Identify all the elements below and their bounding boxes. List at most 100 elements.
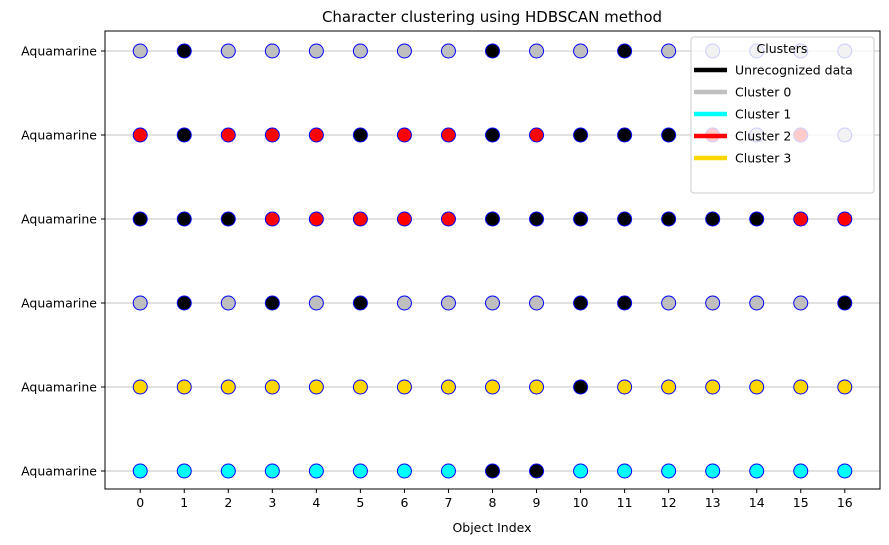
- legend-title: Clusters: [757, 41, 808, 56]
- legend-label: Cluster 3: [735, 151, 791, 166]
- data-point: [440, 211, 456, 227]
- x-tick-label: 1: [180, 495, 188, 510]
- data-point: [308, 43, 324, 59]
- data-point: [396, 295, 412, 311]
- y-tick-label: Aquamarine: [21, 128, 97, 143]
- x-tick-label: 14: [749, 495, 765, 510]
- data-point: [705, 211, 721, 227]
- data-point: [793, 379, 809, 395]
- x-tick-label: 4: [312, 495, 320, 510]
- data-point: [352, 295, 368, 311]
- data-point: [352, 379, 368, 395]
- data-point: [529, 463, 545, 479]
- data-point: [573, 211, 589, 227]
- data-point: [264, 43, 280, 59]
- y-tick-label: Aquamarine: [21, 464, 97, 479]
- data-point: [308, 211, 324, 227]
- data-point: [661, 379, 677, 395]
- data-point: [220, 379, 236, 395]
- x-tick-label: 2: [224, 495, 232, 510]
- data-point: [264, 211, 280, 227]
- x-tick-label: 3: [268, 495, 276, 510]
- data-point: [837, 211, 853, 227]
- legend-entries: Unrecognized data Cluster 0 Cluster 1 Clust…: [694, 63, 853, 166]
- legend: Clusters Unrecognized data Cluster 0 Clust…: [690, 36, 875, 194]
- data-point: [352, 43, 368, 59]
- data-point: [132, 463, 148, 479]
- data-point: [705, 463, 721, 479]
- data-point: [396, 379, 412, 395]
- data-point: [352, 463, 368, 479]
- data-point: [132, 43, 148, 59]
- data-point: [485, 127, 500, 143]
- data-point: [661, 295, 677, 311]
- y-tick-label: Aquamarine: [21, 296, 97, 311]
- data-point: [220, 295, 236, 311]
- legend-box: [690, 36, 875, 194]
- data-point: [132, 379, 148, 395]
- x-tick-label: 5: [356, 495, 364, 510]
- data-point: [485, 463, 500, 479]
- data-point: [220, 127, 236, 143]
- data-point: [440, 463, 456, 479]
- data-point: [264, 295, 280, 311]
- data-point: [264, 127, 280, 143]
- data-point: [793, 463, 809, 479]
- x-tick-label: 6: [400, 495, 408, 510]
- data-point: [661, 211, 677, 227]
- legend-label: Cluster 2: [735, 129, 791, 144]
- data-point: [661, 127, 677, 143]
- data-point: [749, 463, 765, 479]
- data-point: [440, 295, 456, 311]
- legend-label: Unrecognized data: [735, 63, 853, 78]
- data-point: [220, 211, 236, 227]
- data-point: [264, 379, 280, 395]
- data-point: [793, 211, 809, 227]
- x-tick-label: 13: [705, 495, 721, 510]
- data-point: [308, 127, 324, 143]
- y-tick-label: Aquamarine: [21, 44, 97, 59]
- data-point: [485, 43, 500, 59]
- data-points: [132, 43, 853, 479]
- x-tick-label: 12: [661, 495, 677, 510]
- data-point: [396, 127, 412, 143]
- data-point: [617, 379, 633, 395]
- data-point: [661, 463, 677, 479]
- data-point: [529, 211, 545, 227]
- data-point: [308, 379, 324, 395]
- x-tick-label: 11: [617, 495, 633, 510]
- data-point: [308, 295, 324, 311]
- data-point: [220, 43, 236, 59]
- x-tick-label: 10: [573, 495, 589, 510]
- data-point: [573, 463, 589, 479]
- x-tick-label: 15: [793, 495, 809, 510]
- x-tick-label: 8: [489, 495, 497, 510]
- data-point: [529, 127, 545, 143]
- data-point: [264, 463, 280, 479]
- data-point: [176, 295, 192, 311]
- y-axis-ticks: Aquamarine Aquamarine Aquamarine Aquamarine…: [21, 44, 105, 479]
- data-point: [308, 463, 324, 479]
- data-point: [573, 379, 589, 395]
- data-point: [573, 43, 589, 59]
- data-point: [529, 43, 545, 59]
- data-point: [132, 295, 148, 311]
- data-point: [485, 211, 500, 227]
- data-point: [220, 463, 236, 479]
- y-tick-label: Aquamarine: [21, 212, 97, 227]
- data-point: [793, 295, 809, 311]
- data-point: [396, 43, 412, 59]
- data-point: [705, 295, 721, 311]
- data-point: [529, 379, 545, 395]
- chart-title: Character clustering using HDBSCAN metho…: [322, 8, 662, 26]
- data-point: [396, 211, 412, 227]
- legend-label: Cluster 0: [735, 85, 791, 100]
- data-point: [176, 127, 192, 143]
- data-point: [352, 211, 368, 227]
- legend-label: Cluster 1: [735, 107, 791, 122]
- x-axis-ticks: 0 1 2 3 4 5 6 7 8 9 10 11 12 13 14 15 16: [136, 489, 853, 510]
- data-point: [661, 43, 677, 59]
- data-point: [617, 295, 633, 311]
- x-tick-label: 16: [837, 495, 853, 510]
- data-point: [176, 211, 192, 227]
